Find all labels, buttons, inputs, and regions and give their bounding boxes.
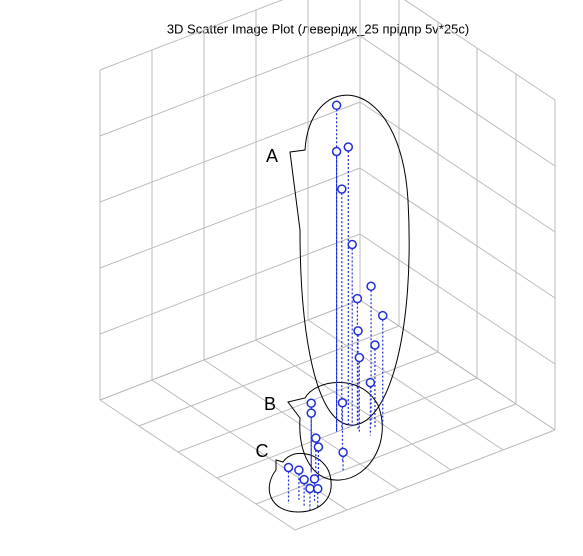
grid-line xyxy=(359,167,556,299)
point xyxy=(331,146,342,157)
grid-line xyxy=(255,339,452,471)
grid-line xyxy=(99,233,361,335)
point xyxy=(331,100,342,111)
annotation: C xyxy=(256,441,269,461)
point xyxy=(366,281,376,292)
grid-line xyxy=(359,299,556,431)
point xyxy=(294,465,304,475)
grid-line xyxy=(99,167,361,269)
grid-line xyxy=(307,319,504,451)
point xyxy=(378,310,388,321)
annotation: A xyxy=(266,146,278,166)
point xyxy=(352,293,363,304)
grid-line xyxy=(216,377,478,479)
annotation-shapes xyxy=(268,94,410,513)
grid-line xyxy=(99,35,361,137)
grid-line xyxy=(294,429,556,531)
grid-line xyxy=(138,325,400,427)
point xyxy=(306,408,316,418)
point xyxy=(354,352,365,363)
point xyxy=(337,398,348,408)
point xyxy=(370,340,380,350)
cluster-c-outline xyxy=(268,452,332,513)
point xyxy=(353,326,363,336)
grid-line xyxy=(359,35,556,167)
grid-line xyxy=(99,0,284,71)
cluster-b-outline xyxy=(287,382,383,481)
point xyxy=(313,484,323,494)
point xyxy=(313,442,324,452)
point xyxy=(347,239,357,250)
annotation: B xyxy=(264,394,276,414)
point xyxy=(299,474,309,485)
grid-line xyxy=(203,359,400,491)
cluster-a-outline xyxy=(289,94,410,426)
grid-line xyxy=(359,101,556,233)
grid-line xyxy=(404,0,556,101)
grid-line xyxy=(99,299,361,401)
point xyxy=(343,142,354,152)
point xyxy=(306,398,316,408)
point xyxy=(311,433,321,443)
point xyxy=(338,447,348,458)
grid-line xyxy=(99,101,361,203)
grid-line xyxy=(99,399,296,531)
point xyxy=(283,462,294,473)
point xyxy=(337,184,347,194)
point xyxy=(305,483,315,494)
point xyxy=(309,474,320,484)
point xyxy=(365,377,376,388)
chart-title: 3D Scatter Image Plot (леверідж_25 прідп… xyxy=(167,21,469,36)
grid-line xyxy=(359,233,556,365)
